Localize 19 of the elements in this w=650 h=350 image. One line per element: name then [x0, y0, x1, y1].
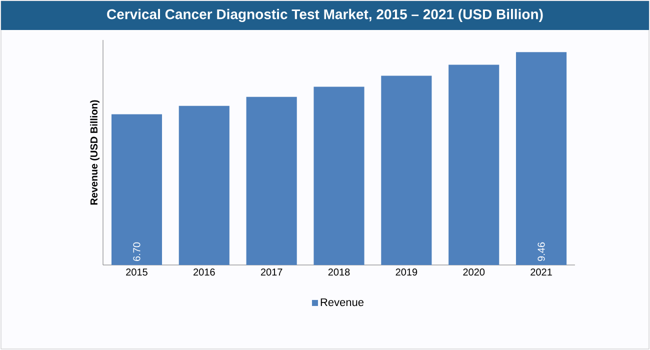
bar	[111, 114, 162, 265]
legend-label: Revenue	[320, 298, 364, 306]
x-tick-label: 2019	[396, 268, 418, 276]
bar	[516, 52, 567, 265]
chart-title: Cervical Cancer Diagnostic Test Market, 2015 – 2021 (USD Billion)	[107, 8, 543, 22]
x-tick-label: 2017	[260, 268, 282, 276]
data-label: 9.46	[538, 242, 545, 261]
bar	[381, 76, 432, 265]
y-axis-title: Revenue (USD Billion)	[90, 100, 100, 205]
bar	[448, 64, 500, 265]
bar	[314, 86, 364, 265]
bar	[246, 96, 297, 265]
x-tick-label: 2015	[126, 268, 148, 276]
x-tick-label: 2021	[530, 268, 552, 276]
x-tick-label: 2020	[463, 268, 485, 276]
x-tick-label: 2018	[328, 268, 350, 276]
bar	[178, 106, 230, 265]
x-tick-label: 2016	[194, 268, 215, 276]
data-label: 6.70	[133, 242, 140, 261]
